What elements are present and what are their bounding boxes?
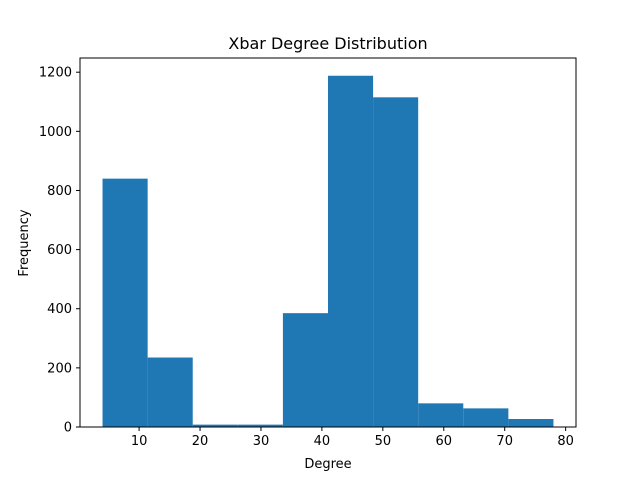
x-axis-ticks: 10 20 30 40 50 60 70 80 xyxy=(131,427,574,449)
histogram-bar xyxy=(508,419,554,427)
histogram-bar xyxy=(418,403,464,427)
x-tick-label: 20 xyxy=(192,434,209,449)
histogram-bar xyxy=(282,313,328,427)
plot-frame xyxy=(79,57,577,428)
histogram-bar xyxy=(463,408,509,427)
chart-title: Xbar Degree Distribution xyxy=(228,34,427,53)
x-tick-label: 80 xyxy=(557,434,574,449)
x-tick-label: 30 xyxy=(253,434,270,449)
histogram-bar xyxy=(102,178,148,427)
x-axis-label: Degree xyxy=(304,457,351,472)
x-tick-label: 60 xyxy=(436,434,453,449)
x-tick-label: 50 xyxy=(375,434,392,449)
histogram-bar xyxy=(237,424,283,427)
y-tick-label: 200 xyxy=(47,361,72,376)
y-tick-label: 0 xyxy=(64,421,72,436)
y-axis-ticks: 0 200 400 600 800 1000 1200 xyxy=(39,66,80,436)
histogram-bar xyxy=(328,75,374,427)
x-tick-label: 40 xyxy=(314,434,331,449)
y-axis-label: Frequency xyxy=(17,209,32,276)
x-tick-label: 70 xyxy=(496,434,513,449)
histogram-bar xyxy=(147,357,193,427)
y-tick-label: 400 xyxy=(47,302,72,317)
x-tick-label: 10 xyxy=(131,434,148,449)
histogram-bar xyxy=(373,97,419,427)
bars-group xyxy=(102,75,554,427)
y-tick-label: 800 xyxy=(47,184,72,199)
y-tick-label: 1000 xyxy=(39,125,72,140)
y-tick-label: 600 xyxy=(47,243,72,258)
y-tick-label: 1200 xyxy=(39,66,72,81)
histogram-bar xyxy=(192,424,238,427)
